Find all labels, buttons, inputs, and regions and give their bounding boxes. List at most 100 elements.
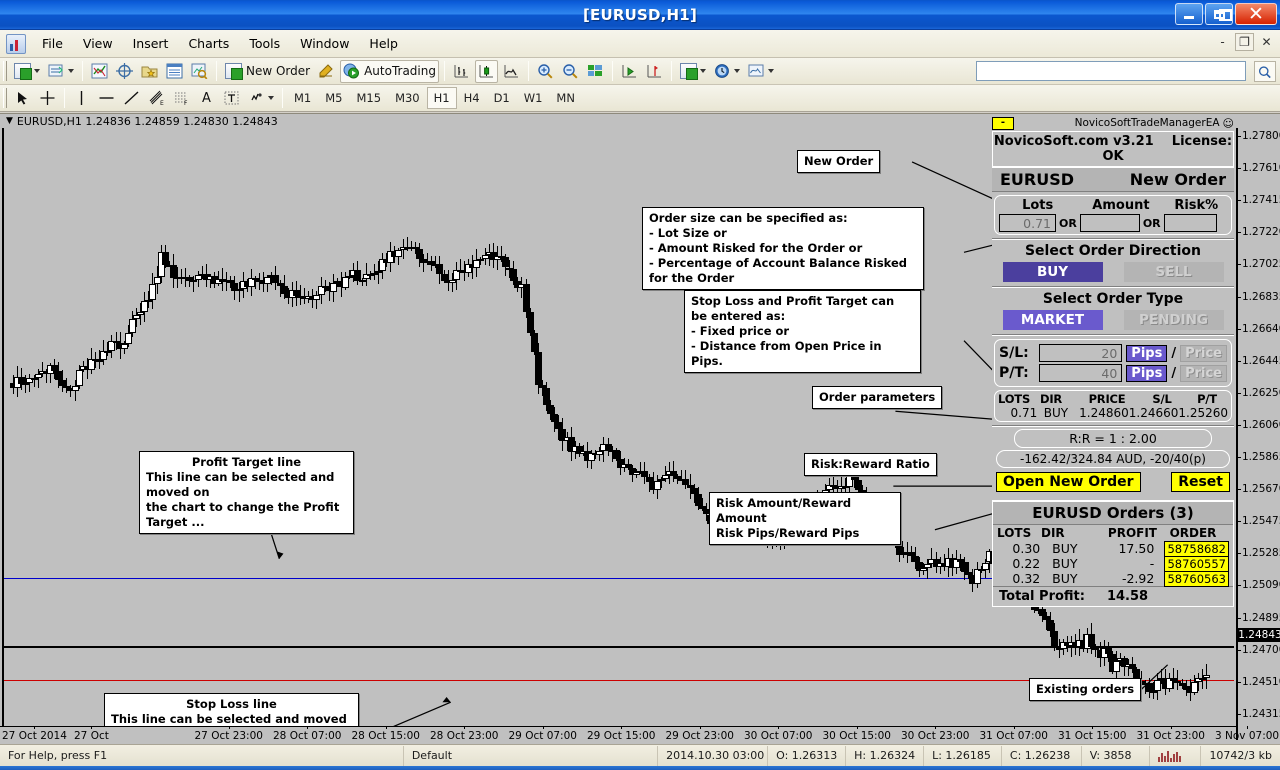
cursor-button[interactable]	[11, 87, 34, 110]
order-row[interactable]: 0.30 BUY 17.50 58758682	[993, 541, 1233, 557]
toolbar-grip[interactable]	[3, 88, 7, 108]
panel-minimize-button[interactable]: -	[992, 116, 1014, 130]
sl-price-toggle[interactable]: Price	[1180, 344, 1227, 362]
divider	[992, 334, 1234, 336]
pt-price-toggle[interactable]: Price	[1180, 364, 1227, 382]
indicators-button[interactable]	[677, 60, 709, 83]
order-ticket[interactable]: 58758682	[1164, 541, 1229, 557]
status-traffic[interactable]	[1150, 745, 1202, 766]
menu-item-view[interactable]: View	[82, 36, 113, 51]
open-new-order-button[interactable]: Open New Order	[996, 472, 1141, 492]
search-box[interactable]	[976, 61, 1246, 81]
price-axis-tick: 1.26445	[1237, 355, 1280, 367]
close-button[interactable]: ✕	[1235, 3, 1277, 25]
minimize-button[interactable]	[1175, 3, 1203, 25]
trade-manager-panel[interactable]: - NovicoSoftTradeManagerEA ☺ NovicoSoft.…	[992, 115, 1234, 607]
market-button[interactable]: MARKET	[1002, 310, 1103, 330]
pt-input[interactable]: 40	[1038, 364, 1123, 382]
menu-item-insert[interactable]: Insert	[132, 36, 169, 51]
vertical-line-button[interactable]	[70, 87, 93, 110]
grid-button[interactable]	[584, 60, 607, 83]
trendline-button[interactable]	[120, 87, 143, 110]
order-row[interactable]: 0.32 BUY -2.92 58760563	[993, 571, 1233, 587]
mdi-restore-button[interactable]: ❐	[1235, 33, 1254, 51]
terminal-button[interactable]	[163, 60, 186, 83]
zoom-out-button[interactable]	[559, 60, 582, 83]
timeframe-h4[interactable]: H4	[463, 91, 480, 105]
time-axis-tick: 31 Oct 07:00	[979, 726, 1048, 742]
toolbar-grip[interactable]	[3, 61, 7, 81]
menu-item-file[interactable]: File	[42, 36, 63, 51]
callout-title: Order size can be specified as:	[649, 211, 848, 225]
timeframe-mn[interactable]: MN	[556, 91, 575, 105]
data-window-button[interactable]	[188, 60, 211, 83]
price-axis-tick: 1.27220	[1237, 226, 1280, 238]
time-axis[interactable]: 27 Oct 2014 27 Oct 27 Oct 23:00 28 Oct 07:0…	[0, 726, 1279, 745]
order-preview-table: LOTS DIR PRICE S/L P/T 0.71 BUY 1.24860 …	[994, 390, 1232, 422]
equidistant-channel-button[interactable]: E	[145, 87, 168, 110]
sell-button[interactable]: SELL	[1123, 262, 1224, 282]
toolbar-separator	[216, 61, 217, 81]
search-go-button[interactable]	[1254, 61, 1276, 82]
menu-item-charts[interactable]: Charts	[188, 36, 230, 51]
menu-item-window[interactable]: Window	[300, 36, 350, 51]
price-axis[interactable]: 1.27800 1.27610 1.27415 1.27220 1.27025 1.268…	[1236, 128, 1280, 740]
entry-price-line[interactable]	[4, 646, 1234, 648]
profiles-button[interactable]	[45, 60, 77, 83]
auto-scroll-button[interactable]	[618, 60, 641, 83]
text-button[interactable]: A	[195, 87, 218, 110]
mdi-minimize-button[interactable]: -	[1220, 35, 1225, 49]
periods-button[interactable]	[711, 60, 743, 83]
status-profile[interactable]: Default	[404, 745, 659, 766]
fibonacci-button[interactable]: F	[170, 87, 193, 110]
objects-button[interactable]	[245, 87, 277, 110]
order-ticket[interactable]: 58760563	[1164, 571, 1229, 587]
autotrading-button[interactable]: AutoTrading	[340, 59, 439, 83]
favorites-button[interactable]	[138, 60, 161, 83]
crosshair-button[interactable]	[36, 87, 59, 110]
chart-shift-button[interactable]	[643, 60, 666, 83]
timeframe-m5[interactable]: M5	[325, 91, 343, 105]
bar-chart-button[interactable]	[450, 60, 473, 83]
mdi-close-button[interactable]: ✕	[1261, 35, 1272, 49]
pending-button[interactable]: PENDING	[1123, 310, 1224, 330]
chevron-down-icon	[733, 69, 740, 73]
buy-button[interactable]: BUY	[1002, 262, 1103, 282]
templates-button[interactable]	[745, 60, 777, 83]
stop-loss-line[interactable]	[4, 680, 1234, 681]
sl-input[interactable]: 20	[1038, 344, 1123, 362]
candlestick-chart-button[interactable]	[474, 59, 498, 83]
sl-pips-toggle[interactable]: Pips	[1126, 344, 1168, 362]
metaeditor-icon	[319, 64, 333, 78]
order-ticket[interactable]: 58760557	[1164, 556, 1229, 572]
timeframe-d1[interactable]: D1	[493, 91, 510, 105]
timeframe-h1[interactable]: H1	[426, 87, 457, 109]
line-chart-button[interactable]	[500, 60, 523, 83]
pt-pips-toggle[interactable]: Pips	[1126, 364, 1168, 382]
timeframe-m15[interactable]: M15	[356, 91, 382, 105]
time-axis-tick: 29 Oct 23:00	[665, 726, 734, 742]
timeframe-w1[interactable]: W1	[523, 91, 543, 105]
chart-menu-icon[interactable]: ▼	[6, 116, 13, 126]
timeframe-m30[interactable]: M30	[395, 91, 420, 105]
zoom-in-button[interactable]	[534, 60, 557, 83]
timeframe-m1[interactable]: M1	[294, 91, 312, 105]
risk-input[interactable]	[1163, 214, 1217, 232]
profit-target-line[interactable]	[4, 578, 1234, 579]
menu-item-help[interactable]: Help	[369, 36, 398, 51]
navigator-button[interactable]	[113, 60, 136, 83]
status-low: L: 1.26185	[924, 745, 1002, 766]
lots-input[interactable]: 0.71	[999, 214, 1056, 232]
market-watch-button[interactable]	[88, 60, 111, 83]
menu-item-tools[interactable]: Tools	[249, 36, 281, 51]
horizontal-line-button[interactable]	[95, 87, 118, 110]
new-order-button[interactable]: New Order	[222, 60, 313, 83]
new-chart-button[interactable]	[11, 60, 43, 83]
amount-input[interactable]	[1079, 214, 1140, 232]
order-row[interactable]: 0.22 BUY -58760557	[993, 556, 1233, 572]
metaeditor-button[interactable]	[315, 60, 338, 83]
maximize-button[interactable]	[1205, 3, 1233, 25]
text-label-button[interactable]	[220, 87, 243, 110]
reset-button[interactable]: Reset	[1171, 472, 1230, 492]
search-input[interactable]	[981, 64, 1241, 78]
